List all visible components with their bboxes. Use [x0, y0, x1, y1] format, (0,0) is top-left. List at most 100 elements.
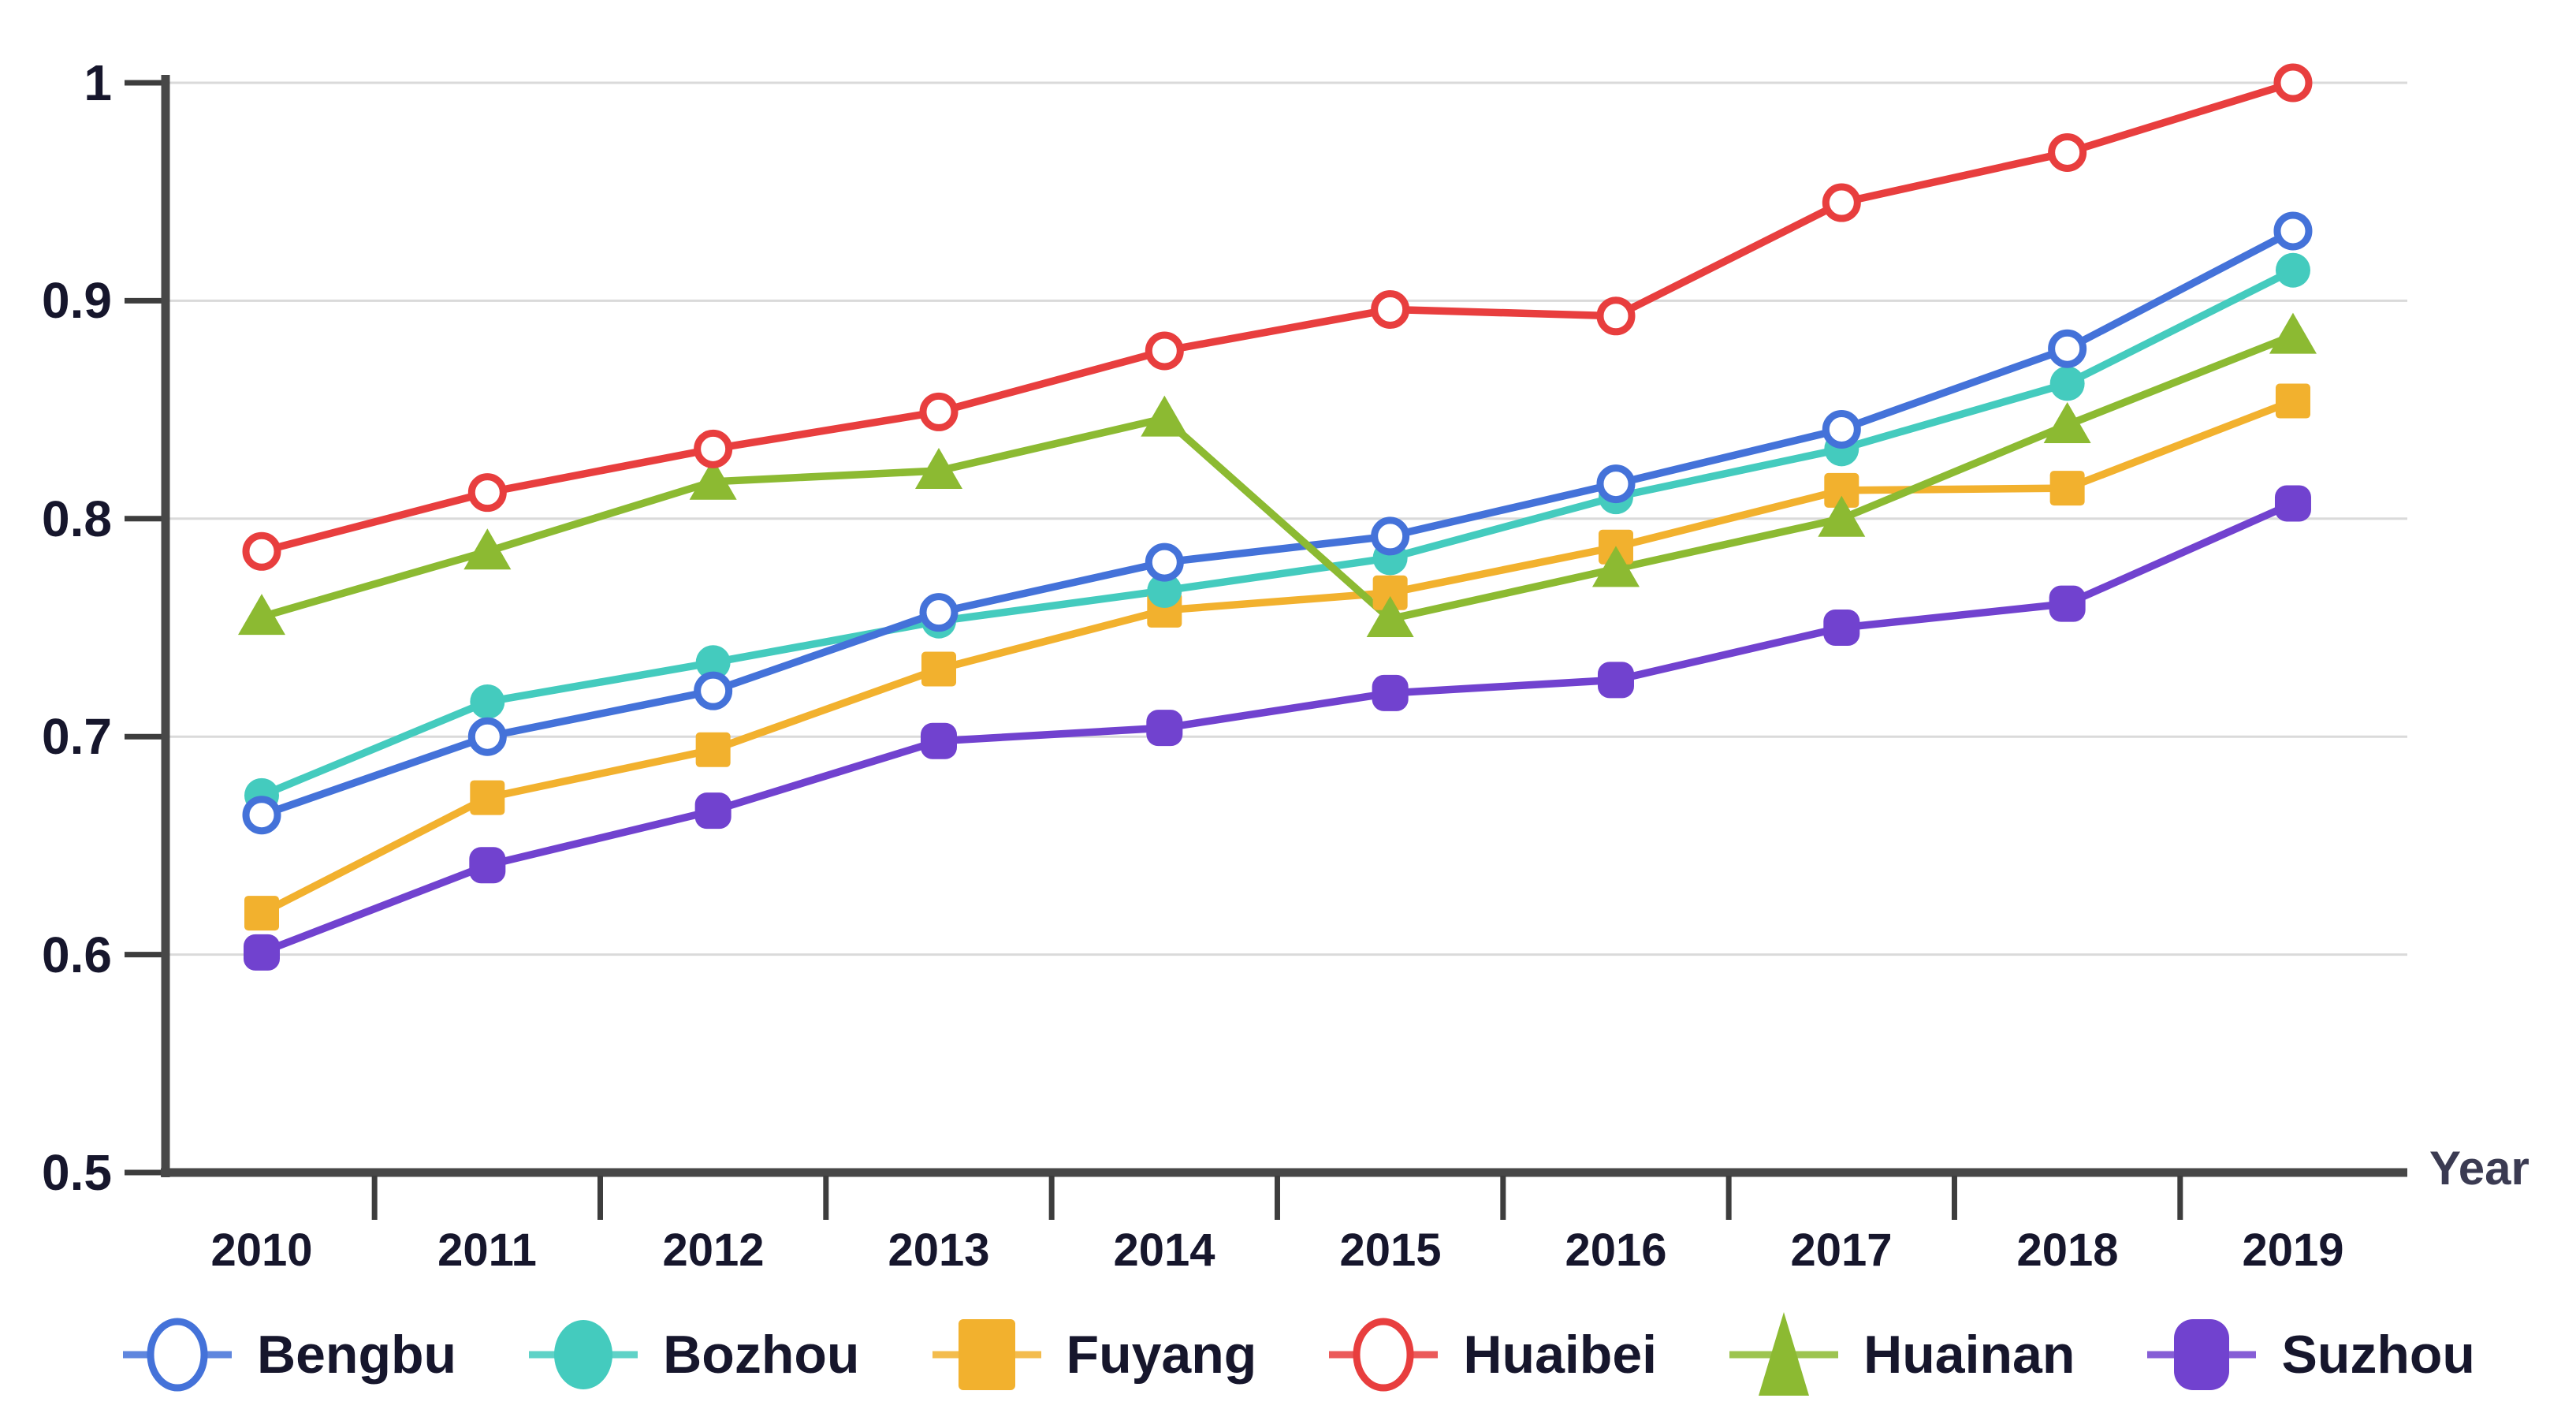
x-tick-label: 2013 [888, 1225, 990, 1276]
point-bengbu-2017 [1822, 409, 1861, 449]
x-tick-label: 2019 [2242, 1225, 2344, 1276]
point-huaibei-2019 [2273, 63, 2313, 103]
legend-label-fuyang: Fuyang [1066, 1325, 1257, 1385]
point-suzhou-2012 [694, 792, 731, 830]
legend: Bengbu Bozhou Fuyang Huaibei Huainan Suzhou [71, 1292, 2475, 1418]
series-line-suzhou [258, 499, 2297, 956]
legend-item-suzhou: Suzhou [2142, 1299, 2475, 1410]
legend-marker-shape [2174, 1319, 2230, 1390]
point-fuyang-2010 [244, 896, 279, 931]
x-tick-label: 2017 [1790, 1225, 1893, 1276]
point-fuyang-2012 [695, 732, 731, 767]
x-tick-label: 2011 [437, 1225, 537, 1276]
point-fuyang-2019 [2275, 383, 2310, 419]
open-circle-icon [1329, 1318, 1439, 1392]
point-huainan-2014 [1141, 395, 1189, 437]
filled-square-icon [932, 1319, 1041, 1390]
y-tick-label: 0.9 [42, 272, 112, 329]
point-bozhou-2018 [2049, 366, 2085, 401]
point-huaibei-2011 [467, 473, 507, 513]
point-huainan-2016 [1591, 546, 1640, 587]
point-fuyang-2013 [921, 651, 956, 687]
point-huaibei-2018 [2048, 132, 2087, 172]
point-suzhou-2017 [1823, 610, 1860, 646]
point-bozhou-2014 [1147, 573, 1182, 609]
series-line-bengbu [258, 227, 2297, 819]
legend-marker-shape [1759, 1312, 1810, 1396]
legend-marker-shape [958, 1319, 1015, 1390]
point-bozhou-2019 [2275, 252, 2310, 288]
legend-marker-shape [554, 1320, 613, 1389]
point-huaibei-2013 [919, 392, 959, 431]
legend-item-huainan: Huainan [1725, 1299, 2075, 1410]
series-line-huaibei [258, 79, 2297, 556]
point-huainan-2013 [914, 447, 962, 489]
y-tick-label: 0.6 [42, 927, 112, 983]
point-huainan-2010 [238, 594, 285, 636]
point-huaibei-2017 [1822, 183, 1861, 222]
point-bengbu-2011 [467, 717, 507, 756]
point-bozhou-2012 [695, 645, 731, 680]
point-suzhou-2015 [1372, 674, 1409, 711]
y-tick-label: 0.8 [42, 490, 112, 547]
point-huainan-2015 [1366, 595, 1414, 637]
point-bengbu-2018 [2048, 329, 2087, 368]
point-fuyang-2018 [2049, 471, 2085, 506]
point-huainan-2012 [689, 458, 737, 500]
point-suzhou-2016 [1597, 662, 1634, 699]
legend-item-huaibei: Huaibei [1324, 1299, 1657, 1410]
point-bengbu-2010 [242, 796, 281, 835]
point-fuyang-2015 [1372, 575, 1408, 610]
legend-label-bengbu: Bengbu [257, 1325, 457, 1385]
point-huainan-2011 [463, 528, 512, 570]
y-tick-label: 0.5 [42, 1144, 112, 1201]
rounded-square-icon [2147, 1319, 2257, 1390]
point-huaibei-2016 [1596, 296, 1636, 336]
series-line-fuyang [258, 397, 2297, 917]
point-fuyang-2011 [470, 780, 505, 815]
point-bengbu-2013 [919, 593, 959, 632]
filled-triangle-icon [1729, 1312, 1839, 1396]
point-huaibei-2015 [1371, 289, 1410, 329]
x-tick-label: 2015 [1339, 1225, 1442, 1276]
x-axis-title: Year [2429, 1142, 2529, 1195]
open-circle-icon [123, 1318, 232, 1392]
legend-label-huainan: Huainan [1863, 1325, 2075, 1385]
legend-item-bozhou: Bozhou [524, 1299, 859, 1410]
point-huaibei-2012 [694, 429, 733, 468]
x-tick-label: 2010 [210, 1225, 313, 1276]
legend-label-bozhou: Bozhou [663, 1325, 860, 1385]
point-suzhou-2019 [2274, 485, 2311, 522]
point-huaibei-2010 [242, 531, 281, 571]
point-bengbu-2019 [2273, 211, 2313, 251]
x-tick-label: 2016 [1565, 1225, 1667, 1276]
x-tick-label: 2012 [662, 1225, 765, 1276]
point-suzhou-2014 [1146, 710, 1183, 747]
point-bozhou-2011 [470, 684, 505, 719]
y-tick-label: 0.7 [42, 708, 112, 765]
legend-marker-shape [147, 1318, 208, 1392]
point-huainan-2018 [2043, 401, 2091, 443]
point-suzhou-2010 [244, 934, 280, 971]
legend-item-bengbu: Bengbu [118, 1299, 456, 1410]
point-suzhou-2013 [920, 722, 957, 759]
point-huaibei-2014 [1145, 331, 1184, 371]
point-suzhou-2018 [2049, 585, 2086, 622]
legend-item-fuyang: Fuyang [928, 1299, 1257, 1410]
point-bengbu-2015 [1371, 516, 1410, 556]
y-tick-label: 1 [84, 54, 112, 111]
point-bengbu-2016 [1596, 464, 1636, 504]
point-bengbu-2012 [694, 671, 733, 710]
legend-label-suzhou: Suzhou [2281, 1325, 2475, 1385]
point-bengbu-2014 [1145, 542, 1184, 582]
x-tick-label: 2014 [1113, 1225, 1215, 1276]
series-line-bozhou [258, 266, 2297, 800]
point-fuyang-2017 [1824, 472, 1859, 508]
filled-circle-icon [529, 1320, 638, 1389]
point-huainan-2017 [1818, 495, 1866, 537]
point-suzhou-2011 [469, 847, 506, 884]
legend-marker-shape [1353, 1318, 1414, 1392]
x-tick-label: 2018 [2016, 1225, 2119, 1276]
